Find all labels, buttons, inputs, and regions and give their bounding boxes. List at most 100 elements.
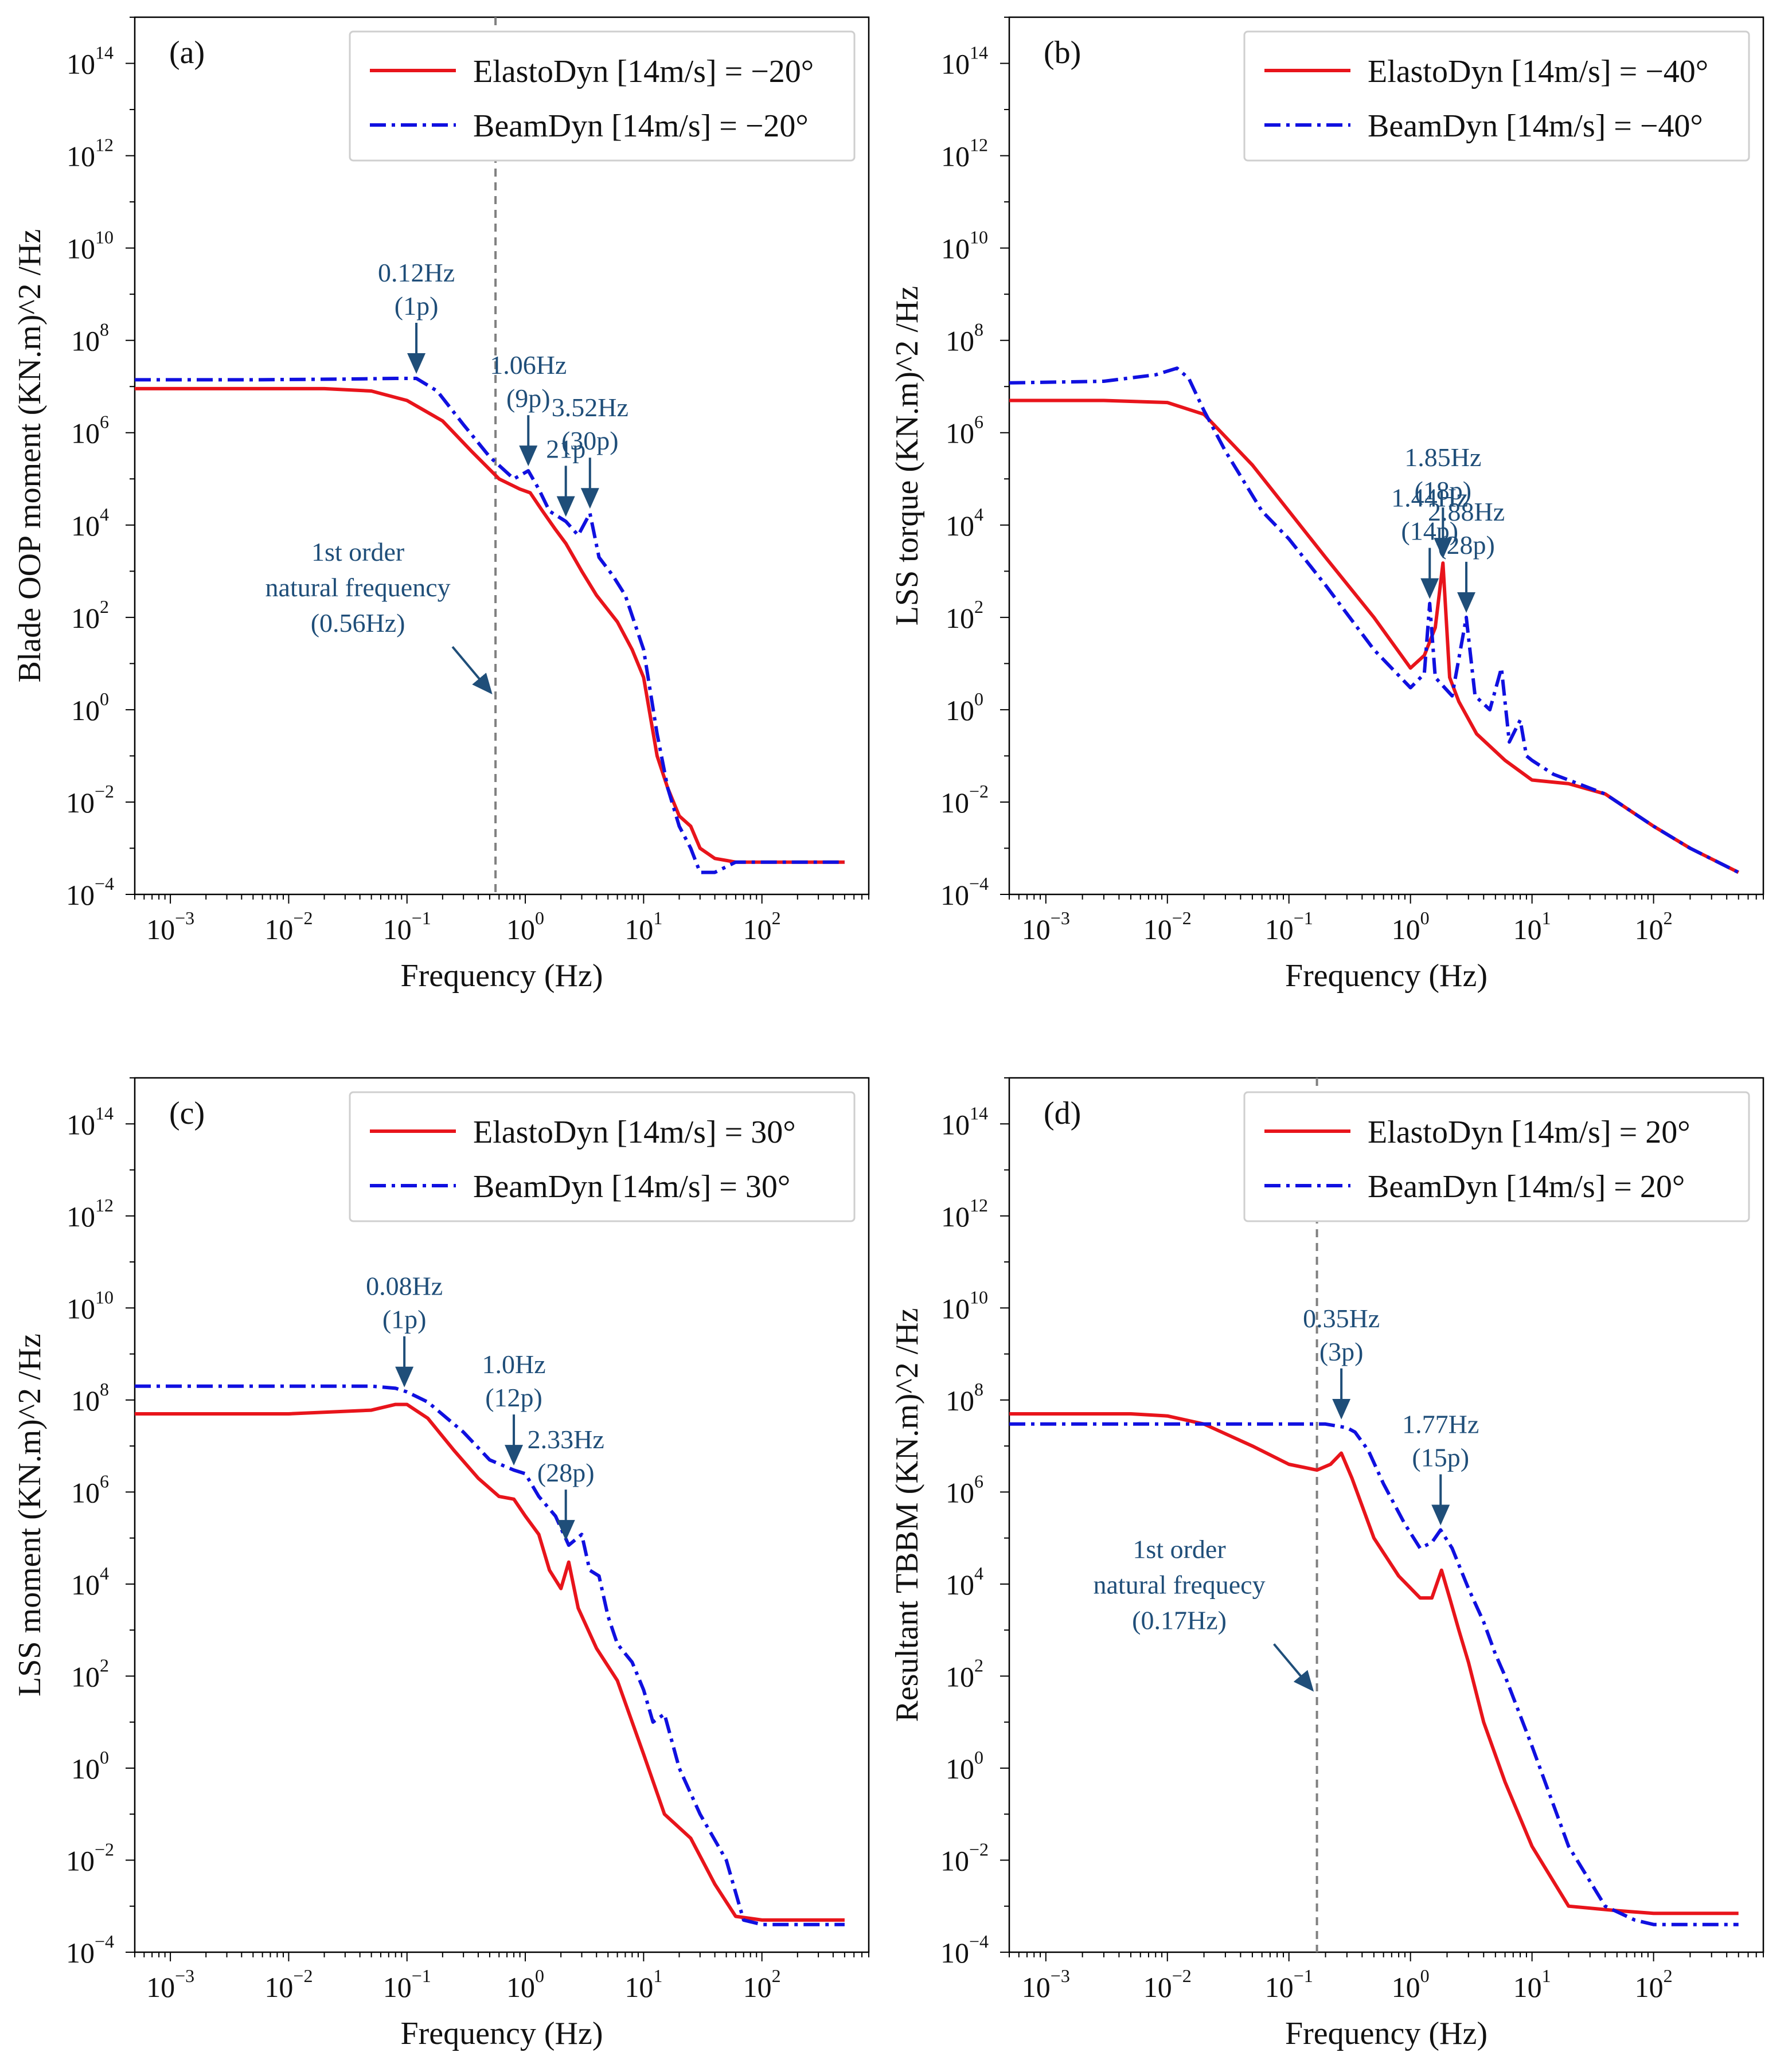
y-tick-label: 10−4 <box>66 1931 114 1969</box>
y-tick-label: 106 <box>71 1471 109 1508</box>
x-tick-exponent: −3 <box>175 1965 194 1986</box>
y-tick-label: 10−4 <box>940 1931 989 1969</box>
y-tick-label: 100 <box>946 1747 983 1785</box>
y-tick-exponent: −2 <box>969 781 989 802</box>
y-tick-exponent: −4 <box>95 1931 114 1952</box>
y-tick-base: 10 <box>941 1292 970 1324</box>
series-line-elastodyn <box>135 386 845 864</box>
y-tick-label: 102 <box>946 1655 983 1692</box>
panel-label: (b) <box>1044 35 1081 71</box>
legend: ElastoDyn [14m/s] = −40° BeamDyn [14m/s] … <box>1243 30 1750 162</box>
x-tick-exponent: −1 <box>412 1965 431 1986</box>
plot-frame <box>134 16 870 896</box>
y-tick-base: 10 <box>71 417 100 449</box>
y-tick-exponent: 8 <box>974 1379 983 1400</box>
x-tick-base: 10 <box>1265 913 1294 945</box>
annotation-text: 2.88Hz <box>1428 497 1505 526</box>
y-tick-base: 10 <box>67 1108 95 1140</box>
y-tick-label: 10−2 <box>940 781 989 819</box>
plot-frame <box>1008 16 1764 896</box>
annotation-text: 1.85Hz <box>1404 443 1481 472</box>
y-tick-exponent: −4 <box>969 1931 989 1952</box>
x-tick-exponent: 1 <box>653 908 662 928</box>
panel-label: (c) <box>169 1096 205 1131</box>
x-tick-exponent: −3 <box>1051 908 1070 928</box>
x-tick-base: 10 <box>264 913 293 945</box>
y-tick-exponent: 14 <box>970 42 988 63</box>
panel-label: (d) <box>1044 1096 1081 1131</box>
y-tick-base: 10 <box>946 325 974 357</box>
x-tick-base: 10 <box>624 1971 653 2003</box>
plot-frame <box>1008 1077 1764 1953</box>
y-tick-label: 104 <box>71 1563 109 1601</box>
x-tick-label: 102 <box>1635 908 1673 945</box>
legend-box <box>349 30 856 162</box>
series-group <box>135 1384 845 1926</box>
x-tick-label: 10−2 <box>1143 908 1192 945</box>
peak-annotation: 1.06Hz (9p) <box>490 350 567 467</box>
y-tick-base: 10 <box>71 1385 100 1417</box>
y-tick-label: 10−2 <box>66 1839 114 1877</box>
x-tick-exponent: 2 <box>1664 1965 1673 1986</box>
y-tick-base: 10 <box>67 233 95 265</box>
x-tick-label: 10−3 <box>1022 908 1070 945</box>
x-tick-exponent: 0 <box>535 908 544 928</box>
y-tick-base: 10 <box>941 1201 970 1233</box>
x-tick-exponent: 2 <box>772 908 781 928</box>
x-tick-base: 10 <box>383 1971 412 2003</box>
legend-label-beamdyn: BeamDyn [14m/s] = 20° <box>1368 1169 1685 1205</box>
y-tick-base: 10 <box>946 1569 974 1601</box>
y-tick-base: 10 <box>67 1292 95 1324</box>
x-tick-label: 10−2 <box>1143 1965 1192 2003</box>
y-tick-label: 104 <box>946 504 983 542</box>
x-tick-base: 10 <box>1635 913 1664 945</box>
y-tick-exponent: 6 <box>100 412 109 432</box>
y-tick-exponent: 8 <box>100 319 109 340</box>
x-tick-label: 101 <box>1513 1965 1551 2003</box>
note-arrow <box>1273 1643 1314 1692</box>
x-tick-exponent: 2 <box>772 1965 781 1986</box>
x-tick-base: 10 <box>264 1971 293 2003</box>
y-tick-exponent: 14 <box>970 1103 988 1123</box>
legend-label-elastodyn: ElastoDyn [14m/s] = −40° <box>1368 54 1708 89</box>
annotation-text: 0.12Hz <box>378 258 455 287</box>
note-text: natural frequecy <box>1094 1570 1266 1600</box>
panel-label: (a) <box>169 35 205 71</box>
peak-annotation: 1.77Hz (15p) <box>1402 1409 1479 1526</box>
annotation-text: (18p) <box>1414 476 1471 505</box>
x-tick-label: 10−3 <box>146 1965 194 2003</box>
x-tick-base: 10 <box>1143 913 1172 945</box>
y-tick-label: 1012 <box>67 1195 114 1233</box>
x-tick-exponent: 0 <box>1420 908 1430 928</box>
peak-annotation: 1.85Hz (18p) <box>1404 443 1481 559</box>
x-tick-base: 10 <box>1635 1971 1664 2003</box>
legend: ElastoDyn [14m/s] = 30° BeamDyn [14m/s] =… <box>349 1091 856 1222</box>
x-tick-label: 10−2 <box>264 1965 313 2003</box>
peak-annotation: 0.08Hz (1p) <box>366 1272 443 1387</box>
y-tick-label: 108 <box>946 319 983 357</box>
y-tick-exponent: 0 <box>100 1747 109 1768</box>
x-tick-exponent: −3 <box>175 908 194 928</box>
x-tick-exponent: −1 <box>1294 1965 1313 1986</box>
x-tick-label: 101 <box>624 908 662 945</box>
y-tick-exponent: 2 <box>974 1655 983 1675</box>
x-tick-label: 101 <box>624 1965 662 2003</box>
peak-annotation: 1.0Hz (12p) <box>482 1350 546 1466</box>
annotation-text: (28p) <box>537 1458 595 1487</box>
y-tick-base: 10 <box>940 1844 969 1877</box>
annotation-text: (28p) <box>1438 530 1495 560</box>
annotation-text: 1.44Hz <box>1391 483 1468 513</box>
y-tick-exponent: 0 <box>974 1747 983 1768</box>
y-tick-label: 100 <box>71 1747 109 1785</box>
note-text: 1st order <box>311 537 404 566</box>
x-tick-exponent: 0 <box>535 1965 544 1986</box>
peak-annotation: 0.12Hz (1p) <box>378 258 455 374</box>
y-tick-base: 10 <box>946 417 974 449</box>
note-text: natural frequency <box>266 573 451 602</box>
y-tick-exponent: 10 <box>95 227 114 248</box>
y-axis-label: Resultant TBBM (KN.m)^2 /Hz <box>889 1308 925 1722</box>
y-tick-base: 10 <box>66 879 95 911</box>
y-tick-base: 10 <box>66 1937 95 1969</box>
chart-panel-2: 10−3 10−2 10−1 100 101 10210−410−210010210410… <box>889 16 1764 994</box>
natural-frequency-note: 1st order natural frequency (0.56Hz) <box>266 537 493 695</box>
